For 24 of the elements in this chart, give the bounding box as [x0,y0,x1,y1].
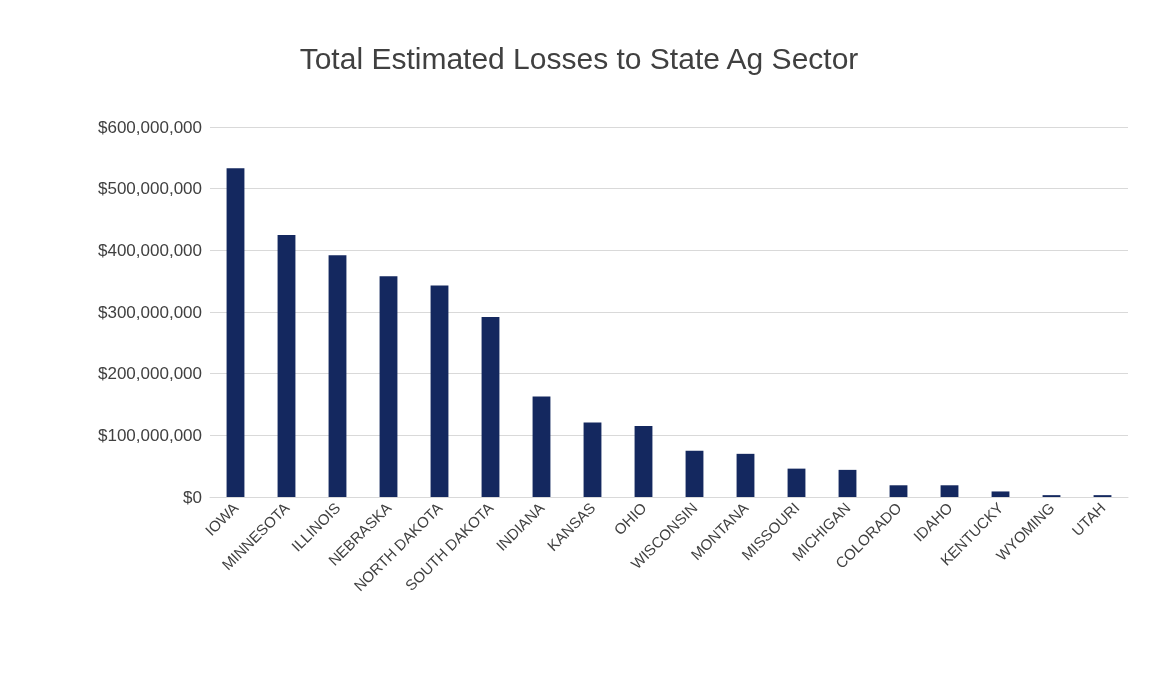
bar [991,491,1010,497]
bar [634,426,653,497]
bar [736,453,755,497]
bar [685,450,704,497]
y-tick-label: $200,000,000 [98,364,202,384]
bar [532,396,551,497]
y-tick-label: $0 [183,487,202,507]
bar [787,468,806,497]
bar [379,276,398,497]
y-tick-label: $400,000,000 [98,240,202,260]
y-tick-label: $100,000,000 [98,425,202,445]
y-tick-label: $300,000,000 [98,302,202,322]
chart-title: Total Estimated Losses to State Ag Sector [299,41,859,75]
bar [277,234,296,497]
bar [583,422,602,497]
y-tick-label: $500,000,000 [98,179,202,199]
bar [889,485,908,497]
bar [430,285,449,497]
bar [481,316,500,497]
y-tick-label: $600,000,000 [98,117,202,137]
bar [328,255,347,497]
bar [940,485,959,497]
bar [838,469,857,497]
bar [226,168,245,497]
